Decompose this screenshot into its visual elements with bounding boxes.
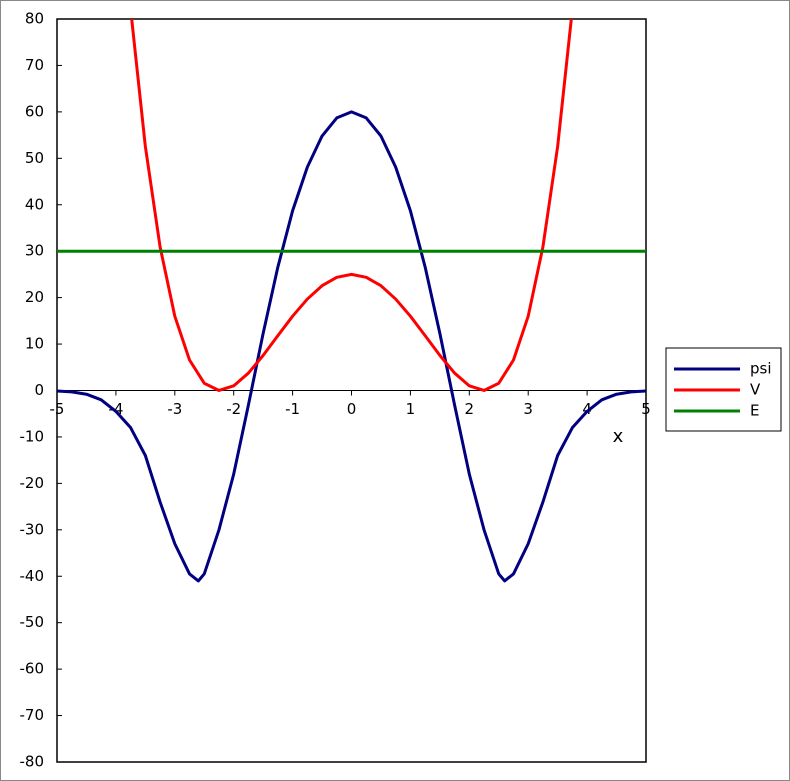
x-tick-label: 0 — [347, 400, 357, 418]
x-tick-label: 5 — [641, 400, 651, 418]
x-tick-label: -5 — [50, 400, 65, 418]
y-tick-label: -10 — [20, 427, 45, 445]
y-tick-label: -60 — [20, 660, 45, 678]
y-tick-label: 20 — [25, 288, 44, 306]
x-tick-label: -2 — [226, 400, 241, 418]
y-tick-label: 80 — [25, 10, 44, 28]
y-tick-label: -40 — [20, 567, 45, 585]
x-tick-label: -1 — [285, 400, 300, 418]
y-tick-label: 70 — [25, 56, 44, 74]
y-tick-label: 30 — [25, 242, 44, 260]
legend-label: E — [750, 402, 759, 420]
y-tick-label: 10 — [25, 335, 44, 353]
y-tick-label: -50 — [20, 613, 45, 631]
x-tick-label: 3 — [523, 400, 533, 418]
y-tick-label: -30 — [20, 520, 45, 538]
x-tick-label: 4 — [582, 400, 592, 418]
y-tick-label: 50 — [25, 149, 44, 167]
y-tick-label: -20 — [20, 474, 45, 492]
x-axis-label: x — [613, 426, 624, 447]
y-tick-label: -70 — [20, 706, 45, 724]
legend-label: V — [750, 381, 761, 399]
y-tick-label: 40 — [25, 195, 44, 213]
series-line — [57, 110, 646, 583]
x-tick-label: 1 — [406, 400, 416, 418]
y-tick-label: 0 — [34, 381, 44, 399]
legend-label: psi — [750, 360, 772, 378]
y-tick-label: -80 — [20, 753, 45, 771]
x-tick-label: 2 — [465, 400, 475, 418]
series-line — [130, 19, 573, 392]
y-tick-label: 60 — [25, 102, 44, 120]
x-tick-label: -3 — [167, 400, 182, 418]
